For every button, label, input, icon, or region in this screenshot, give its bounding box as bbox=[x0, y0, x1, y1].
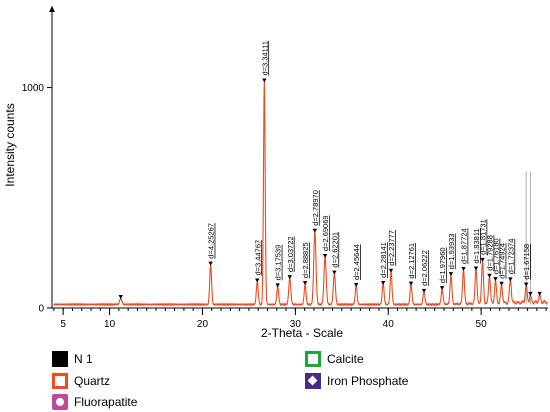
x-axis-label: 2-Theta - Scale bbox=[261, 326, 343, 340]
legend-item-iron-phosphate: Iron Phosphate bbox=[305, 373, 408, 389]
peak-label: d=1.93933 bbox=[447, 234, 456, 270]
legend-label-n1: N 1 bbox=[74, 352, 93, 366]
peak-marker bbox=[118, 294, 123, 299]
peak-label: d=3.44767 bbox=[253, 240, 262, 276]
x-tick-label: 5 bbox=[60, 319, 66, 330]
legend-label-fluorapatite: Fluorapatite bbox=[74, 395, 138, 409]
peak-marker bbox=[448, 272, 454, 277]
peak-label: d=4.25267 bbox=[207, 223, 216, 259]
peak-label: d=3.34111 bbox=[260, 41, 269, 76]
peak-label: d=3.17539 bbox=[274, 245, 283, 281]
peak-marker bbox=[537, 291, 542, 296]
peak-label: d=2.23777 bbox=[387, 230, 396, 266]
peak-marker bbox=[473, 266, 479, 271]
peak-marker bbox=[487, 273, 492, 278]
fluorapatite-swatch-icon bbox=[52, 394, 68, 410]
legend-item-calcite: Calcite bbox=[305, 351, 364, 367]
peak-marker bbox=[493, 277, 498, 282]
peak-label: d=1.79288 bbox=[486, 235, 495, 271]
y-tick-label: 1000 bbox=[22, 83, 45, 94]
peak-marker bbox=[255, 278, 260, 283]
peak-label: d=2.06222 bbox=[420, 250, 429, 286]
peak-label: d=2.88825 bbox=[301, 242, 310, 278]
y-axis-arrow-icon bbox=[49, 6, 55, 12]
x-tick-label: 20 bbox=[197, 319, 209, 330]
peak-label: d=1.76180 bbox=[492, 238, 501, 274]
peak-label: d=1.74924 bbox=[498, 243, 507, 279]
peak-label: d=2.12761 bbox=[407, 243, 416, 279]
series-line bbox=[53, 81, 548, 307]
legend-label-calcite: Calcite bbox=[327, 352, 364, 366]
peak-label: d=1.87724 bbox=[460, 228, 469, 264]
x-tick-label: 40 bbox=[383, 319, 395, 330]
peak-marker bbox=[353, 282, 359, 287]
y-axis-label: Intensity counts bbox=[3, 103, 17, 186]
legend-item-n1: N 1 bbox=[52, 351, 93, 367]
peak-marker bbox=[275, 283, 280, 288]
peak-label: d=1.67158 bbox=[522, 244, 531, 280]
peak-marker bbox=[287, 275, 292, 280]
x-tick-label: 50 bbox=[476, 319, 488, 330]
legend-item-fluorapatite: Fluorapatite bbox=[52, 394, 137, 410]
x-tick-label: 10 bbox=[104, 319, 116, 330]
peak-marker bbox=[508, 277, 513, 282]
peak-marker bbox=[528, 291, 533, 296]
peak-marker bbox=[439, 286, 445, 291]
peak-label: d=2.62201 bbox=[330, 232, 339, 268]
legend-label-quartz: Quartz bbox=[74, 374, 111, 388]
peak-label: d=2.28141 bbox=[379, 242, 388, 278]
peak-marker bbox=[499, 281, 504, 286]
peak-label: d=2.69069 bbox=[321, 215, 330, 251]
peak-marker bbox=[322, 254, 328, 259]
peak-label: d=1.97960 bbox=[438, 247, 447, 283]
peak-marker bbox=[480, 257, 485, 262]
peak-marker bbox=[461, 267, 466, 272]
peak-label: d=1.83811 bbox=[472, 228, 481, 263]
legend-label-iron-phosphate: Iron Phosphate bbox=[327, 374, 409, 388]
peak-marker bbox=[388, 268, 394, 273]
peak-marker bbox=[262, 78, 267, 83]
legend-item-quartz: Quartz bbox=[52, 373, 110, 389]
peak-marker bbox=[208, 261, 213, 266]
peak-marker bbox=[312, 228, 318, 233]
peak-marker bbox=[421, 288, 427, 293]
peak-label: d=1.81731 bbox=[479, 219, 488, 255]
iron-phosphate-swatch-icon bbox=[305, 373, 321, 389]
peak-label: d=3.03722 bbox=[286, 236, 295, 272]
peak-label: d=2.45644 bbox=[352, 244, 361, 280]
peak-marker bbox=[302, 281, 308, 286]
peak-marker bbox=[408, 281, 414, 286]
x-tick-label: 30 bbox=[290, 319, 302, 330]
calcite-swatch-icon bbox=[305, 351, 321, 367]
peak-marker bbox=[332, 270, 337, 275]
y-tick-label: 0 bbox=[38, 304, 44, 315]
n1-swatch-icon bbox=[52, 351, 68, 367]
peak-label: d=1.72374 bbox=[506, 239, 515, 275]
quartz-swatch-icon bbox=[52, 373, 68, 389]
peak-marker bbox=[523, 282, 529, 287]
peak-label: d=2.78970 bbox=[311, 190, 320, 226]
peak-marker bbox=[380, 280, 386, 285]
